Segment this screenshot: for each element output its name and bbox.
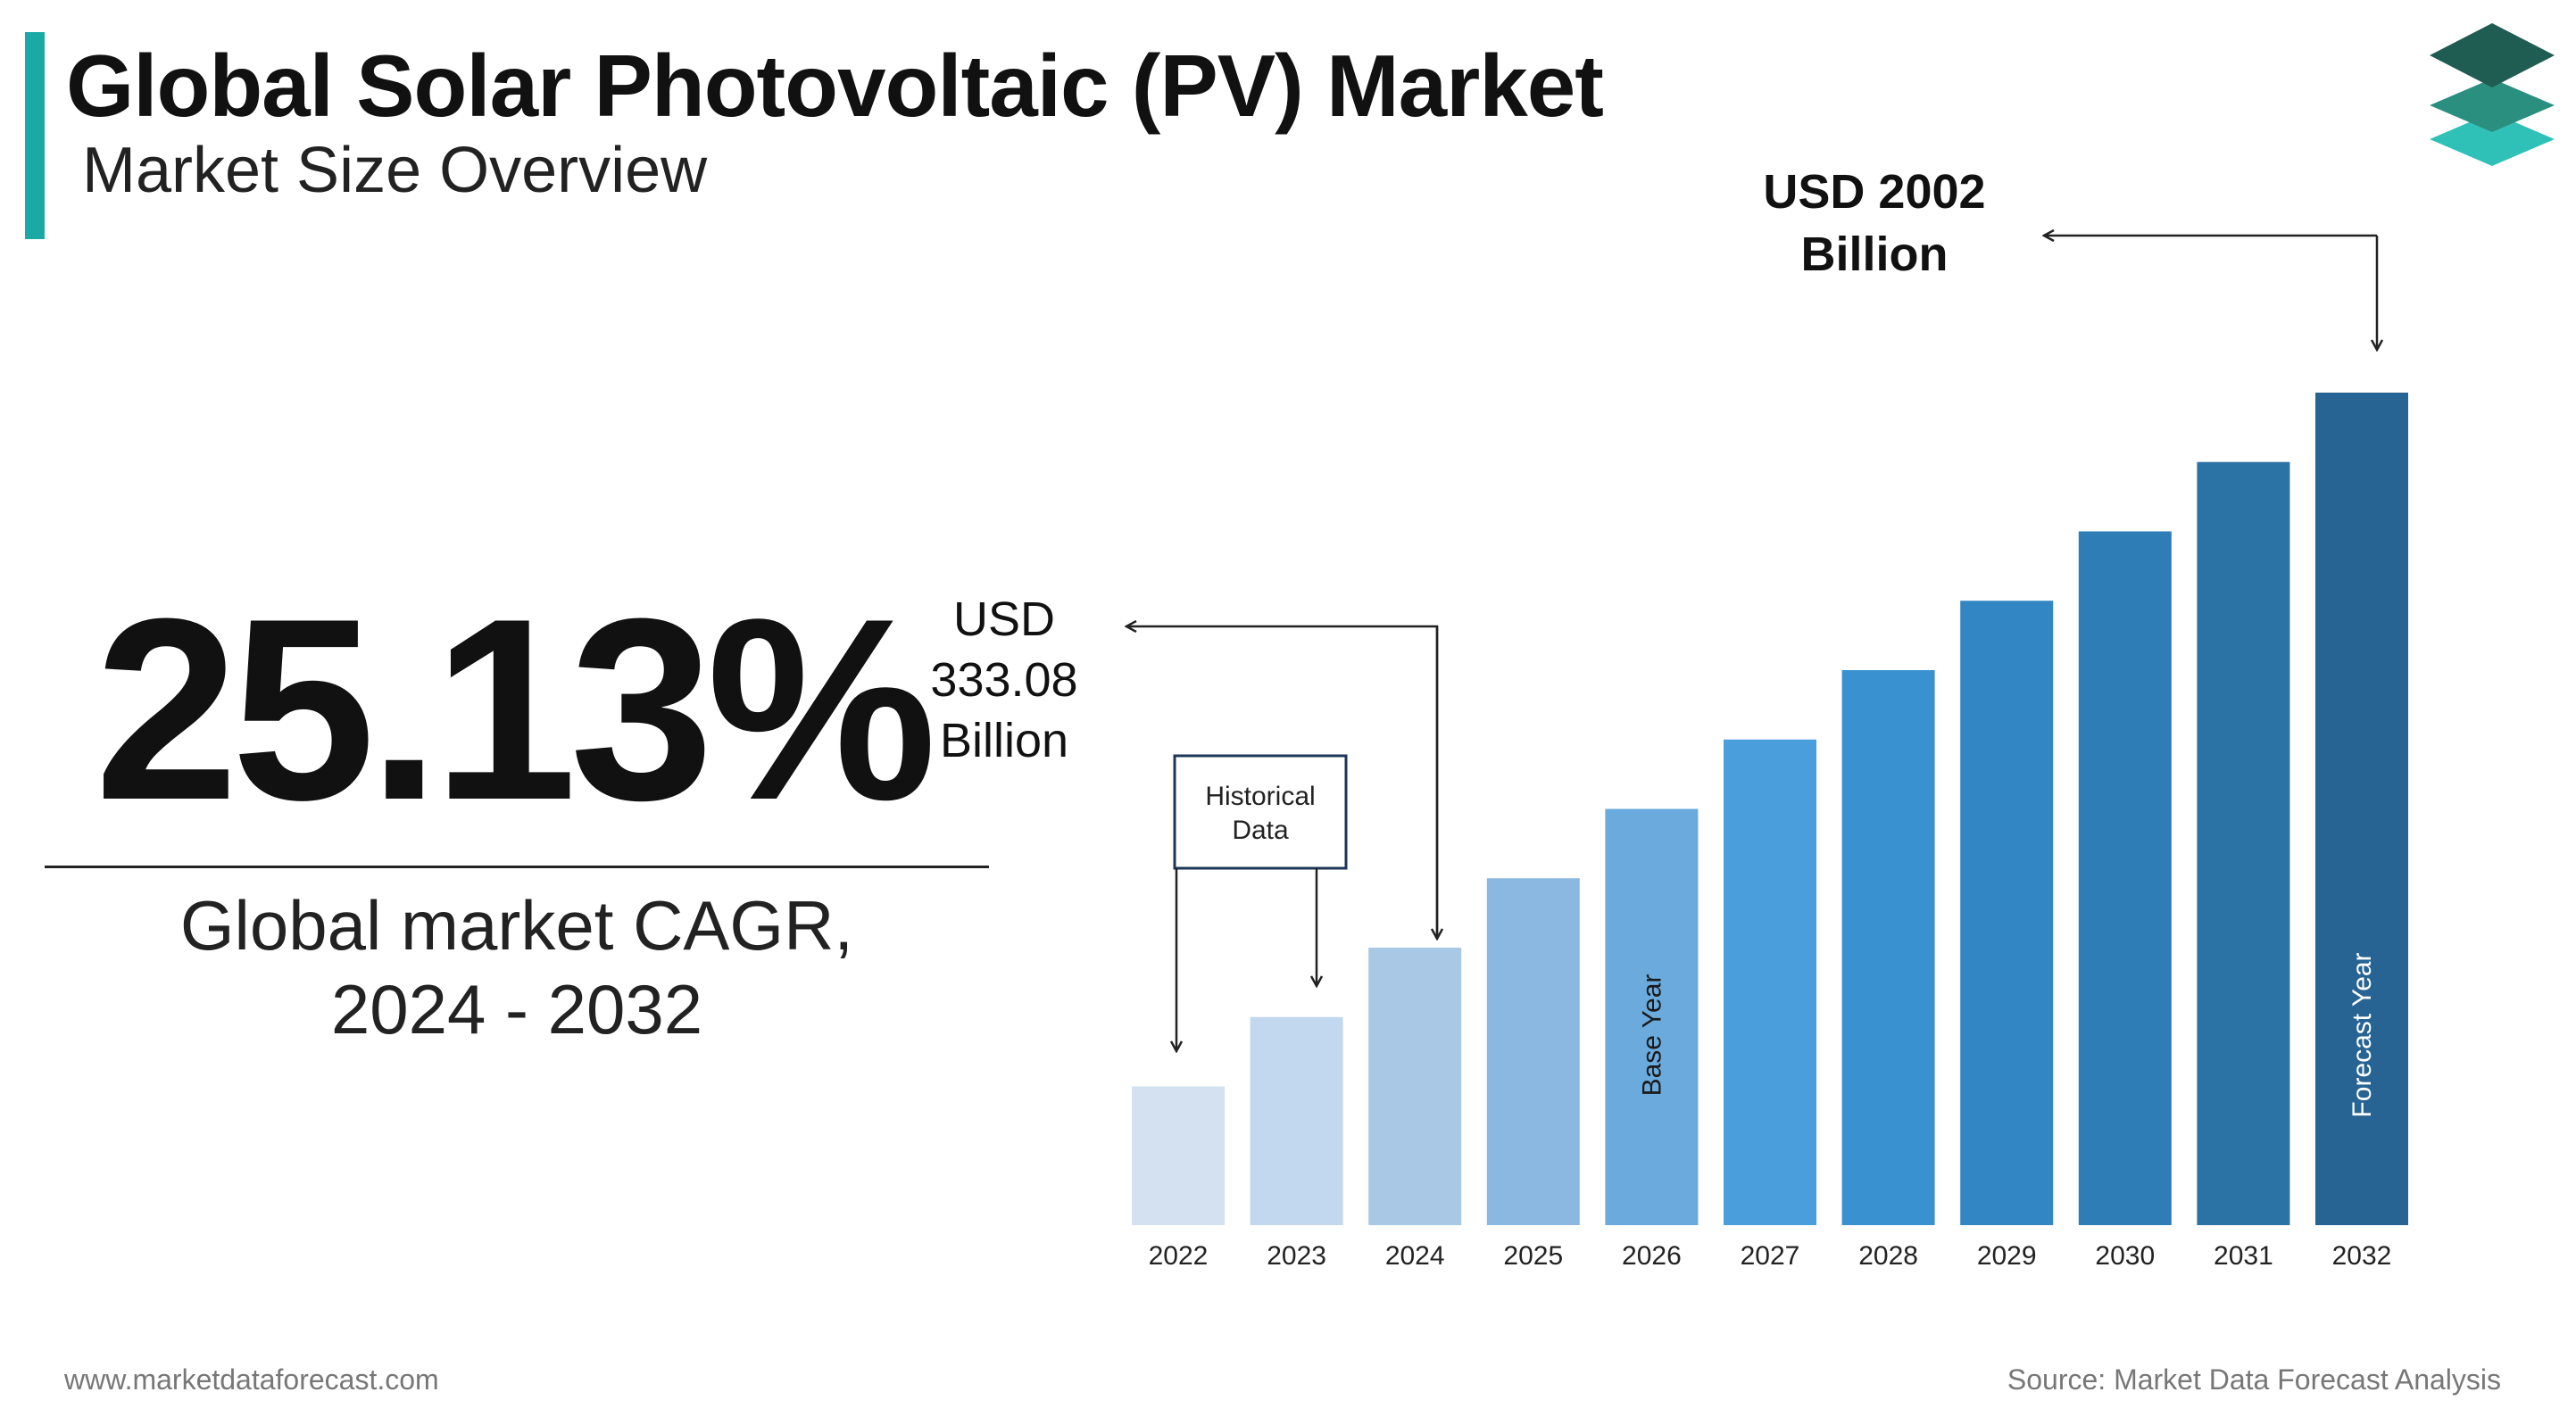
title-accent-bar <box>25 32 45 239</box>
x-tick-2026: 2026 <box>1622 1241 1682 1271</box>
bar-label-2026: Base Year <box>1637 974 1666 1097</box>
cagr-label-line1: Global market CAGR, <box>179 886 854 965</box>
bars-group <box>1132 393 2408 1225</box>
x-tick-2025: 2025 <box>1503 1241 1563 1271</box>
bar-label-2032: Forecast Year <box>2347 952 2377 1117</box>
bar-2027 <box>1724 739 1816 1225</box>
x-tick-2032: 2032 <box>2332 1241 2392 1271</box>
start-value-line1: USD <box>952 592 1055 646</box>
page-subtitle: Market Size Overview <box>82 135 708 206</box>
start-value-callout: USD 333.08 Billion <box>902 589 1107 771</box>
x-tick-2029: 2029 <box>1977 1241 2037 1271</box>
bar-2022 <box>1132 1086 1225 1225</box>
end-value-callout: USD 2002 Billion <box>1696 161 2053 286</box>
start-value-line3: Billion <box>939 714 1069 767</box>
historical-data-box <box>1173 754 1348 870</box>
footer-website: www.marketdataforecast.com <box>64 1363 439 1396</box>
bar-2023 <box>1250 1016 1343 1225</box>
bar-2026 <box>1605 808 1699 1225</box>
page-title: Global Solar Photovoltaic (PV) Market <box>66 37 1604 135</box>
company-logo-icon <box>2430 23 2555 166</box>
historical-data-label-line2: Data <box>1232 816 1289 845</box>
x-tick-labels: 2022 2023 2024 2025 2026 2027 2028 2029 2030 2031… <box>1149 1241 2392 1271</box>
cagr-value: 25.13% <box>95 565 937 854</box>
bar-2029 <box>1960 601 2054 1225</box>
end-value-line1: USD 2002 <box>1763 165 1986 219</box>
footer-source: Source: Market Data Forecast Analysis <box>2007 1363 2501 1396</box>
bar-2025 <box>1486 878 1580 1225</box>
x-tick-2027: 2027 <box>1741 1241 1800 1271</box>
bar-annotation-labels: Base Year Forecast Year <box>1637 952 2377 1117</box>
start-value-line2: 333.08 <box>930 653 1078 707</box>
cagr-label-line2: 2024 - 2032 <box>330 970 703 1048</box>
logo-layer-mid <box>2430 79 2555 132</box>
x-tick-2031: 2031 <box>2214 1241 2273 1271</box>
x-tick-2022: 2022 <box>1149 1241 1209 1271</box>
x-tick-2028: 2028 <box>1858 1241 1918 1271</box>
logo-layer-light <box>2430 112 2555 166</box>
bar-2031 <box>2197 461 2290 1225</box>
cagr-label: Global market CAGR, 2024 - 2032 <box>45 883 989 1051</box>
cagr-divider <box>45 866 989 868</box>
logo-layer-dark <box>2430 23 2555 87</box>
historical-data-label-line1: Historical <box>1205 782 1315 811</box>
x-tick-2030: 2030 <box>2095 1241 2155 1271</box>
x-tick-2024: 2024 <box>1385 1241 1445 1271</box>
bar-2028 <box>1841 670 1935 1225</box>
bar-2032 <box>2315 393 2408 1225</box>
bar-2030 <box>2078 531 2172 1225</box>
x-tick-2023: 2023 <box>1267 1241 1326 1271</box>
bar-2024 <box>1368 948 1462 1225</box>
end-value-line2: Billion <box>1800 228 1949 281</box>
